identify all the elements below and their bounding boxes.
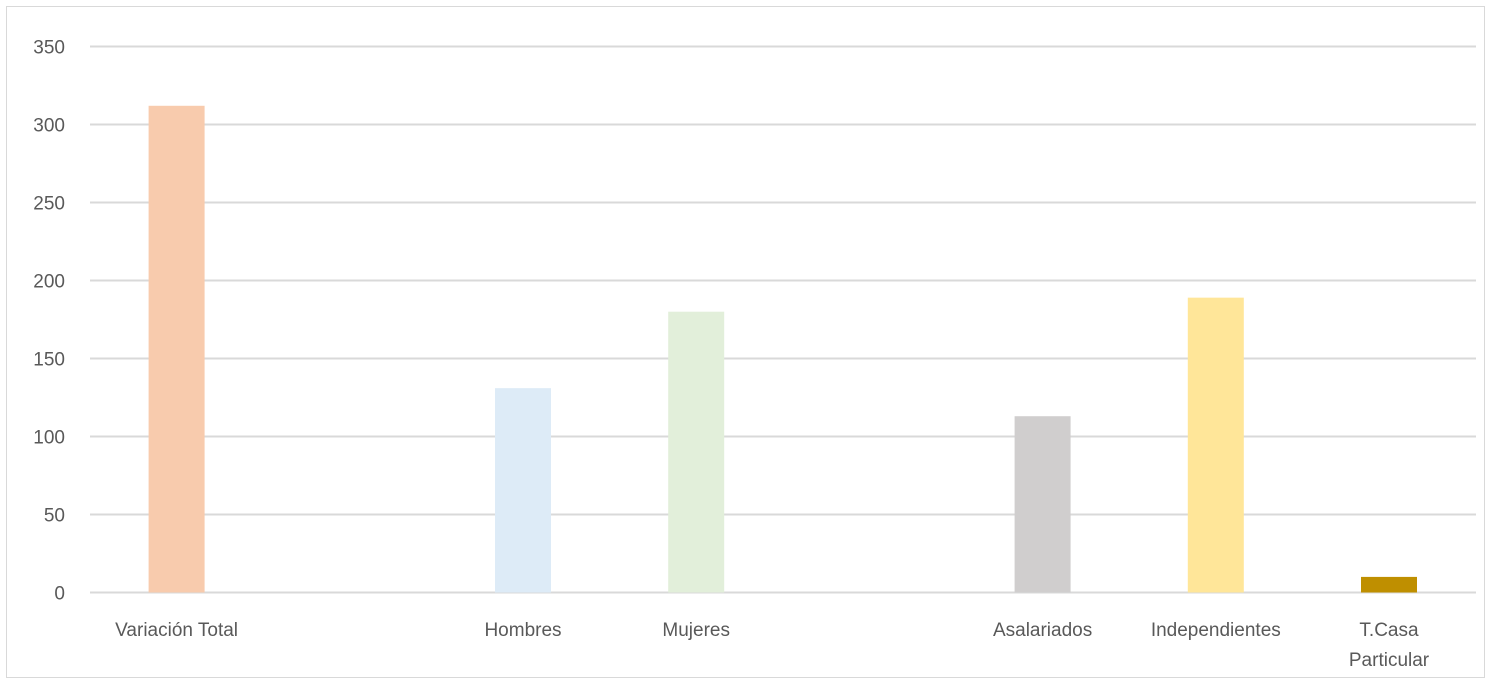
y-tick-label: 250 (33, 194, 65, 215)
x-category-label-line: Hombres (484, 620, 561, 641)
x-category-label-line: T.Casa (1359, 620, 1419, 641)
bar (1187, 297, 1244, 593)
x-category-label: Hombres (484, 620, 561, 641)
y-tick-label: 150 (33, 350, 65, 371)
y-tick-label: 350 (33, 38, 65, 59)
x-category-label-line: Particular (1349, 650, 1430, 671)
bar (495, 388, 551, 593)
gridlines (90, 45, 1476, 594)
x-category-label-line: Independientes (1151, 620, 1281, 641)
y-tick-label: 0 (54, 584, 65, 605)
x-category-label-line: Mujeres (662, 620, 730, 641)
y-tick-label: 100 (33, 428, 65, 449)
y-tick-label: 300 (33, 116, 65, 137)
x-category-label: Independientes (1151, 620, 1281, 641)
bar (1361, 576, 1417, 593)
x-category-label: Mujeres (662, 620, 730, 641)
x-category-label-line: Variación Total (115, 620, 238, 641)
y-tick-label: 200 (33, 272, 65, 293)
bar (668, 311, 725, 593)
x-category-label-line: Asalariados (993, 620, 1092, 641)
bar (148, 105, 205, 593)
x-category-label: T.Casa Particular (1349, 620, 1430, 671)
y-tick-label: 50 (44, 506, 65, 527)
x-axis-labels: Variación Total Hombres Mujeres Asalariados… (115, 620, 1430, 671)
bars (148, 105, 1417, 593)
bar (1014, 416, 1071, 593)
y-axis-ticks: 0 50 100 150 200 250 300 350 (33, 38, 65, 605)
x-category-label: Variación Total (115, 620, 238, 641)
x-category-label: Asalariados (993, 620, 1092, 641)
